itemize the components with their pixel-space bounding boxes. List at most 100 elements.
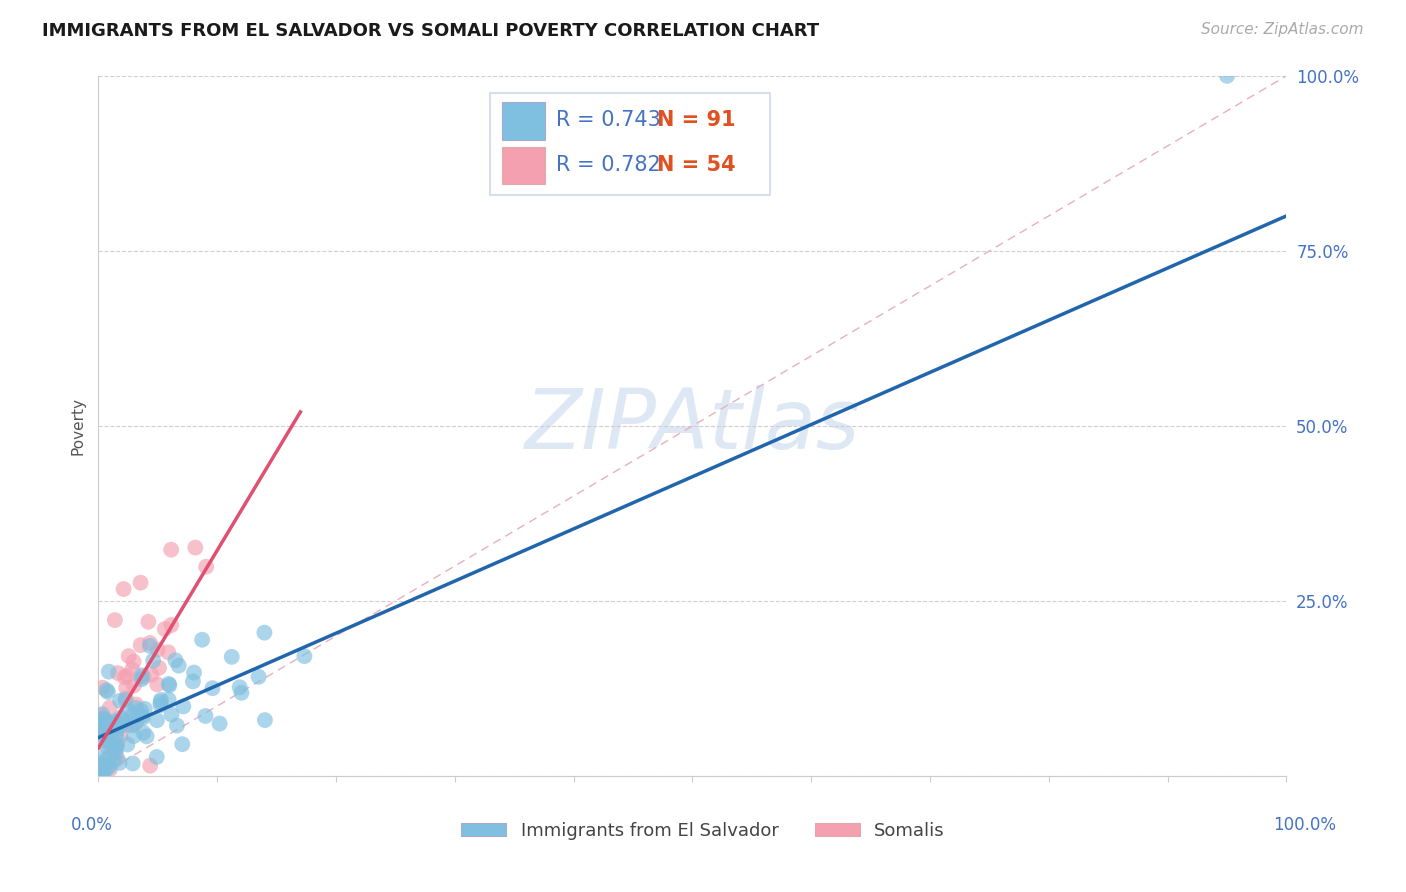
Point xyxy=(132,711,155,725)
Point xyxy=(94,724,117,739)
Point xyxy=(160,618,183,632)
Point xyxy=(91,681,114,695)
Point xyxy=(146,642,169,657)
Point xyxy=(89,723,111,738)
Point xyxy=(139,639,162,653)
Point xyxy=(90,709,112,723)
Point xyxy=(167,658,190,673)
Point xyxy=(135,730,157,744)
Point xyxy=(115,691,138,706)
Point xyxy=(129,575,152,590)
Point xyxy=(191,632,214,647)
Point xyxy=(89,723,111,737)
Point xyxy=(166,718,188,732)
Point xyxy=(97,740,120,755)
Point xyxy=(253,625,276,640)
Point xyxy=(94,753,117,767)
Point xyxy=(122,655,145,669)
FancyBboxPatch shape xyxy=(502,103,546,140)
Point xyxy=(221,649,243,664)
Point xyxy=(90,768,112,782)
Point xyxy=(117,738,139,752)
Point xyxy=(93,723,115,737)
Point xyxy=(96,733,118,747)
Point xyxy=(184,541,207,555)
Point xyxy=(98,700,121,714)
Point xyxy=(103,753,125,767)
Point xyxy=(104,714,127,728)
Point xyxy=(142,654,165,668)
Point xyxy=(157,645,180,659)
Point xyxy=(107,715,129,730)
Point xyxy=(105,739,128,753)
Point xyxy=(103,738,125,752)
Point xyxy=(90,712,112,726)
Point xyxy=(131,668,153,682)
Point xyxy=(93,714,115,728)
Point xyxy=(138,615,160,629)
Point xyxy=(108,694,131,708)
Point xyxy=(90,719,112,733)
Text: R = 0.743: R = 0.743 xyxy=(555,110,661,130)
Text: R = 0.782: R = 0.782 xyxy=(555,155,661,176)
Point xyxy=(146,713,169,727)
Point xyxy=(115,681,138,695)
Point xyxy=(114,718,136,732)
Point xyxy=(111,717,134,731)
Text: ZIPAtlas: ZIPAtlas xyxy=(524,385,860,467)
Point xyxy=(101,723,124,737)
Point xyxy=(160,707,183,722)
Point xyxy=(292,649,315,664)
Point xyxy=(118,649,141,664)
Point xyxy=(183,665,205,680)
Point xyxy=(115,669,138,683)
Point xyxy=(105,741,128,756)
Point xyxy=(97,759,120,773)
Point xyxy=(93,764,115,779)
Point xyxy=(89,768,111,782)
Point xyxy=(247,670,270,684)
Point xyxy=(149,695,172,709)
Point xyxy=(104,740,127,755)
Point xyxy=(110,729,132,743)
Text: N = 54: N = 54 xyxy=(657,155,735,176)
Point xyxy=(229,680,252,694)
Point xyxy=(114,693,136,707)
Text: IMMIGRANTS FROM EL SALVADOR VS SOMALI POVERTY CORRELATION CHART: IMMIGRANTS FROM EL SALVADOR VS SOMALI PO… xyxy=(42,22,820,40)
Y-axis label: Poverty: Poverty xyxy=(70,397,86,455)
Point xyxy=(160,542,183,557)
Point xyxy=(141,667,163,681)
Text: 100.0%: 100.0% xyxy=(1274,816,1336,834)
Point xyxy=(150,693,173,707)
Point xyxy=(105,738,128,752)
Point xyxy=(91,717,114,731)
FancyBboxPatch shape xyxy=(491,94,769,194)
Point xyxy=(104,727,127,741)
Point xyxy=(181,674,204,689)
Point xyxy=(97,665,120,679)
Point xyxy=(115,714,138,728)
Point xyxy=(107,751,129,765)
Point xyxy=(157,692,180,706)
Point xyxy=(121,663,143,677)
Point xyxy=(91,768,114,782)
Point xyxy=(148,661,170,675)
Point xyxy=(96,728,118,742)
Point xyxy=(146,677,169,691)
Point xyxy=(89,768,111,782)
Point xyxy=(101,744,124,758)
Point xyxy=(120,718,142,732)
Point xyxy=(153,622,176,636)
Point xyxy=(129,704,152,718)
Point xyxy=(94,713,117,727)
Point xyxy=(165,653,187,667)
Point xyxy=(1216,69,1239,83)
Point xyxy=(139,636,162,650)
Point xyxy=(97,760,120,774)
Text: 0.0%: 0.0% xyxy=(70,816,112,834)
Point xyxy=(112,582,135,596)
Point xyxy=(104,721,127,735)
Point xyxy=(129,638,152,652)
Point xyxy=(105,715,128,730)
Point xyxy=(105,728,128,742)
